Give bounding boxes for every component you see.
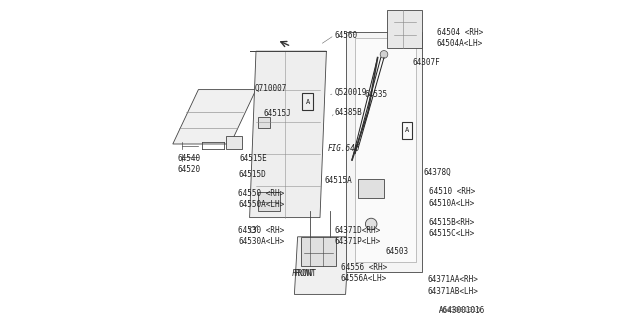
Text: 64515D: 64515D <box>239 170 266 179</box>
Text: 64556 <RH>: 64556 <RH> <box>340 263 387 272</box>
Text: A643001016: A643001016 <box>438 308 481 313</box>
Text: 64378Q: 64378Q <box>424 168 452 177</box>
Text: 64504A<LH>: 64504A<LH> <box>437 39 483 48</box>
Polygon shape <box>355 38 416 262</box>
Circle shape <box>380 51 388 58</box>
Text: 64515B<RH>: 64515B<RH> <box>429 218 475 227</box>
Text: 64515E: 64515E <box>240 154 268 163</box>
Polygon shape <box>387 10 422 48</box>
Text: A: A <box>305 99 310 105</box>
Text: A643001016: A643001016 <box>438 306 484 315</box>
Bar <box>302 93 312 110</box>
Text: Q710007: Q710007 <box>254 84 287 92</box>
Bar <box>226 136 242 149</box>
Text: 64556A<LH>: 64556A<LH> <box>340 274 387 283</box>
Circle shape <box>365 218 377 230</box>
Text: 64550 <RH>: 64550 <RH> <box>239 189 285 198</box>
Text: 64371AA<RH>: 64371AA<RH> <box>428 276 478 284</box>
Text: 64503: 64503 <box>385 247 409 256</box>
Text: 64371P<LH>: 64371P<LH> <box>334 237 381 246</box>
Text: 64515A: 64515A <box>325 176 353 185</box>
Bar <box>358 179 384 198</box>
Bar <box>258 117 271 128</box>
Text: 64510A<LH>: 64510A<LH> <box>429 199 475 208</box>
Text: 64530A<LH>: 64530A<LH> <box>239 237 285 246</box>
Text: 64510 <RH>: 64510 <RH> <box>429 188 475 196</box>
Bar <box>402 122 412 139</box>
Text: 64520: 64520 <box>178 165 201 174</box>
Text: 64550A<LH>: 64550A<LH> <box>239 200 285 209</box>
Text: 64535: 64535 <box>365 90 388 99</box>
Text: 64307F: 64307F <box>413 58 440 67</box>
Text: 64515J: 64515J <box>264 109 292 118</box>
Bar <box>301 237 336 266</box>
Text: 64560: 64560 <box>334 31 358 40</box>
Polygon shape <box>173 90 256 144</box>
Text: FRONT: FRONT <box>292 269 316 278</box>
Polygon shape <box>294 237 349 294</box>
Text: FRONT: FRONT <box>291 269 314 278</box>
Text: 64504 <RH>: 64504 <RH> <box>437 28 483 36</box>
Text: 64540: 64540 <box>178 154 201 163</box>
Polygon shape <box>346 32 422 272</box>
Text: 64385B: 64385B <box>334 108 362 116</box>
Text: FIG.646: FIG.646 <box>328 144 360 153</box>
Text: A: A <box>404 127 409 133</box>
Text: 64530 <RH>: 64530 <RH> <box>239 226 285 235</box>
Bar <box>258 192 280 211</box>
Text: 64371D<RH>: 64371D<RH> <box>334 226 381 235</box>
Circle shape <box>390 38 397 45</box>
Polygon shape <box>250 51 326 218</box>
Text: Q520019: Q520019 <box>334 88 367 97</box>
Text: 64515C<LH>: 64515C<LH> <box>429 229 475 238</box>
Text: 64371AB<LH>: 64371AB<LH> <box>428 287 478 296</box>
